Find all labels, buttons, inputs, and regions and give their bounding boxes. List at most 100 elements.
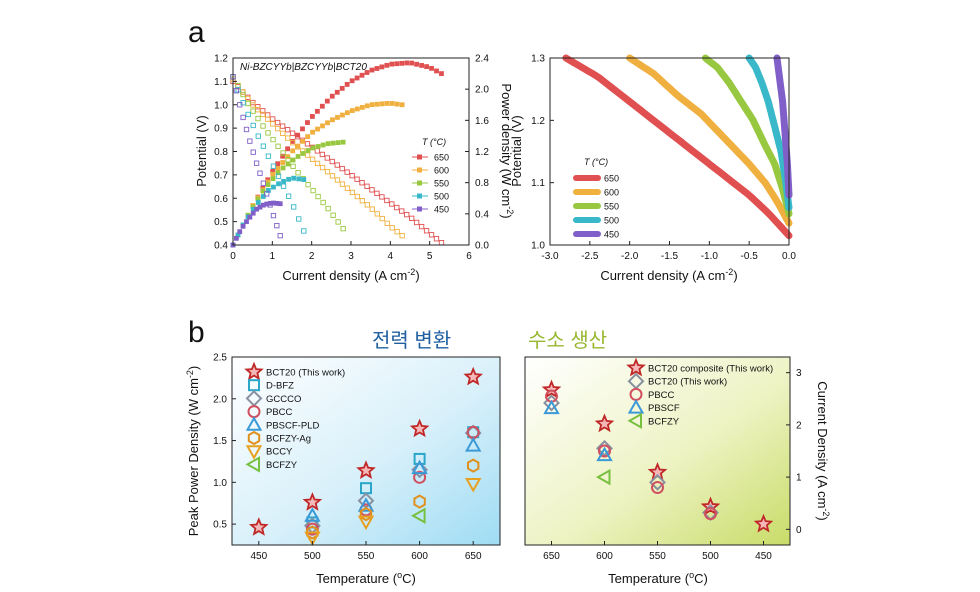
- y-axis-label-b-right: Current Density (A cm-2): [815, 381, 831, 521]
- power-point-550: [265, 182, 271, 188]
- power-point-650: [285, 146, 290, 152]
- power-point-500: [301, 177, 307, 182]
- a-right-y-tick-label-1: 1.1: [531, 178, 545, 189]
- legend-label-BCFZY: BCFZY: [266, 460, 298, 471]
- voltage-point-550: [290, 163, 296, 170]
- point-BCT20 composite (This work)-600: [594, 413, 615, 433]
- plot-background-b-right: [525, 357, 790, 545]
- a-right-x-tick-label-1: -2.5: [581, 251, 599, 262]
- point-PBCC-550: [651, 481, 664, 495]
- voltage-point-550: [325, 205, 331, 212]
- voltage-point-650: [289, 130, 296, 136]
- power-point-450: [244, 219, 249, 225]
- point-BCCY-650: [464, 478, 482, 493]
- a-right-x-tick-label-2: -2.0: [621, 251, 639, 262]
- power-point-650: [324, 98, 330, 104]
- voltage-point-650: [394, 204, 400, 211]
- voltage-point-650: [349, 173, 355, 179]
- voltage-point-550: [335, 219, 341, 225]
- voltage-point-600: [309, 156, 316, 162]
- voltage-point-650: [319, 151, 325, 158]
- voltage-point-550: [340, 225, 346, 232]
- power-point-650: [364, 70, 370, 75]
- power-point-450: [264, 201, 270, 207]
- b-right-x-tick-label-0: 650: [543, 551, 560, 562]
- power-point-550: [340, 139, 346, 145]
- power-point-450: [267, 200, 273, 206]
- power-point-600: [340, 112, 345, 118]
- legend-label-500: 500: [604, 216, 619, 226]
- point-BCT20 (This work)-600: [409, 418, 430, 438]
- power-point-600: [349, 108, 355, 113]
- voltage-point-550: [305, 181, 311, 188]
- legend-label-BCT20 (This work): BCT20 (This work): [648, 377, 727, 388]
- power-point-600: [295, 143, 301, 149]
- legend-label-PBCC: PBCC: [648, 390, 675, 401]
- voltage-point-550: [240, 91, 246, 98]
- panel-label-b: b: [188, 316, 205, 349]
- power-point-550: [320, 142, 326, 148]
- power-point-600: [290, 148, 296, 154]
- voltage-point-600: [369, 206, 375, 212]
- point-BCFZY-Ag-600: [413, 494, 426, 509]
- point-BCT20 (This work)-600: [596, 439, 613, 457]
- power-point-500: [235, 232, 241, 238]
- legend-label-PBCC: PBCC: [266, 407, 293, 418]
- voltage-point-650: [314, 148, 321, 154]
- power-point-650: [290, 139, 295, 144]
- b-left-x-tick-label-0: 450: [250, 551, 267, 562]
- power-point-650: [394, 61, 400, 67]
- y-axis-label-a-left: Potential (V): [194, 115, 209, 187]
- a-left-y-tick-label-6: 1.0: [214, 100, 228, 111]
- voltage-point-550: [260, 123, 266, 129]
- voltage-point-650: [359, 180, 365, 186]
- voltage-point-600: [319, 164, 326, 171]
- power-point-650: [404, 60, 410, 66]
- voltage-point-550: [255, 115, 261, 122]
- power-point-550: [285, 161, 291, 167]
- a-left-x-tick-label-0: 0: [230, 251, 236, 262]
- legend-label-BCT20 (This work): BCT20 (This work): [266, 368, 345, 379]
- power-point-600: [330, 117, 335, 123]
- y-axis-label-a-right: Potential (V): [509, 115, 524, 187]
- x-axis-label-b-right: Temperature (oC): [608, 570, 708, 586]
- voltage-point-650: [284, 127, 291, 133]
- voltage-point-550: [315, 193, 321, 200]
- curve-450: [773, 54, 793, 199]
- power-point-650: [359, 72, 365, 78]
- power-point-600: [374, 101, 380, 107]
- a-right-x-tick-label-6: 0.0: [782, 251, 796, 262]
- legend-title-a-left: T (°C): [422, 137, 446, 147]
- voltage-point-650: [324, 155, 330, 161]
- voltage-point-500: [235, 87, 241, 93]
- power-point-600: [305, 134, 311, 140]
- power-point-450: [257, 204, 263, 210]
- legend-marker-BCT20 (This work): [244, 361, 264, 381]
- voltage-point-450: [243, 126, 250, 133]
- legend-label-PBSCF: PBSCF: [648, 403, 680, 414]
- voltage-point-550: [275, 143, 281, 149]
- legend-b-right: BCT20 composite (This work) BCT20 (This w…: [626, 357, 773, 430]
- y2-axis-label-a-left: Power density (W cm-2): [499, 83, 515, 218]
- x-axis-label-a-right: Current density (A cm-2): [600, 267, 737, 283]
- voltage-point-600: [304, 152, 311, 158]
- voltage-point-600: [265, 116, 271, 122]
- a-right-x-tick-label-0: -3.0: [541, 251, 559, 262]
- x-axis-label-a-left: Current density (A cm-2): [282, 267, 419, 283]
- power-point-600: [320, 123, 325, 129]
- power-point-550: [255, 196, 261, 202]
- power-point-550: [310, 145, 316, 151]
- power-point-600: [345, 110, 350, 116]
- voltage-point-650: [433, 236, 440, 242]
- power-point-650: [344, 82, 350, 87]
- voltage-point-650: [275, 119, 281, 126]
- chart-b-left: 450 500 550 600 650 0.5 1.0 1.5 2.0 2.5 Temperatu…: [185, 353, 501, 586]
- voltage-point-500: [265, 153, 272, 159]
- voltage-point-500: [275, 173, 282, 179]
- point-PBSCF-PLD-650: [464, 437, 482, 452]
- power-point-650: [354, 75, 360, 81]
- a-left-x-tick-label-2: 2: [309, 251, 315, 262]
- voltage-point-500: [255, 133, 261, 139]
- power-point-650: [300, 126, 305, 132]
